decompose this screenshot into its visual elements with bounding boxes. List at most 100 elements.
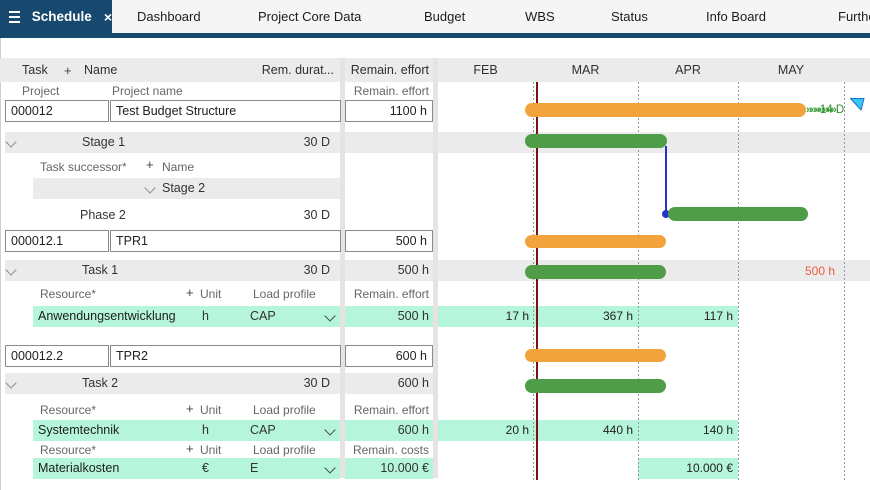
stage1-gantt-bar[interactable] xyxy=(525,134,667,148)
resource2-header-remain: Remain. effort xyxy=(353,403,429,417)
dependency-link-line xyxy=(665,146,667,212)
dependency-link-dot xyxy=(662,210,670,218)
tpr2-effort-input[interactable] xyxy=(345,345,433,367)
resource3-header-remain: Remain. costs xyxy=(352,443,429,457)
phase2-gantt-bar[interactable] xyxy=(668,207,808,221)
deadline-milestone-icon[interactable] xyxy=(850,98,865,111)
add-task-button[interactable]: + xyxy=(64,63,72,78)
month-gridline-mar xyxy=(533,82,534,480)
slack-label: -14 D xyxy=(816,104,845,116)
resource3-header-load-profile: Load profile xyxy=(253,443,316,457)
tab-budget[interactable]: Budget xyxy=(424,9,466,24)
task2-duration: 30 D xyxy=(303,376,330,390)
tpr1-id-input[interactable] xyxy=(5,230,109,252)
month-label-apr: APR xyxy=(675,63,701,77)
project-name-input[interactable] xyxy=(110,100,341,122)
task2-name[interactable]: Task 2 xyxy=(82,376,119,390)
resource1-apr-value: 117 h xyxy=(703,309,733,323)
resource1-header-remain: Remain. effort xyxy=(353,287,429,301)
slack-arrows-icon: »»»»»»» xyxy=(806,104,837,116)
column-separator xyxy=(340,58,345,478)
subheader-project: Project xyxy=(22,84,60,98)
resource3-load-profile[interactable]: E xyxy=(250,461,259,475)
tab-status[interactable]: Status xyxy=(611,9,648,24)
col-header-remain-effort[interactable]: Remain. effort xyxy=(350,63,429,77)
tab-info-board[interactable]: Info Board xyxy=(706,9,766,24)
project-id-input[interactable] xyxy=(5,100,109,122)
active-tab-underline xyxy=(0,33,870,38)
resource2-header-label: Resource* xyxy=(40,403,97,417)
tab-wbs[interactable]: WBS xyxy=(525,9,555,24)
month-label-feb: FEB xyxy=(473,63,498,77)
task1-gantt-bar[interactable] xyxy=(525,265,666,279)
resource3-name[interactable]: Materialkosten xyxy=(38,461,120,475)
stage1-duration: 30 D xyxy=(303,135,330,149)
month-gridline-jun xyxy=(844,82,845,480)
task1-duration: 30 D xyxy=(303,263,330,277)
panel-separator xyxy=(433,58,438,478)
resource2-name[interactable]: Systemtechnik xyxy=(38,423,120,437)
resource3-apr-value: 10.000 € xyxy=(686,461,733,475)
resource3-costs: 10.000 € xyxy=(380,461,429,475)
subheader-project-name: Project name xyxy=(112,84,183,98)
add-resource1-button[interactable]: + xyxy=(186,285,194,300)
tpr1-effort-input[interactable] xyxy=(345,230,433,252)
project-gantt-bar[interactable] xyxy=(525,103,806,117)
subheader-remain-effort: Remain. effort xyxy=(353,84,429,98)
stage1-row-bg xyxy=(5,132,340,153)
add-resource3-button[interactable]: + xyxy=(186,441,194,456)
project-effort-input[interactable] xyxy=(345,100,433,122)
tab-schedule[interactable]: Schedule × xyxy=(0,0,112,33)
add-resource2-button[interactable]: + xyxy=(186,401,194,416)
resource2-header-unit: Unit xyxy=(200,403,222,417)
tab-dashboard[interactable]: Dashboard xyxy=(137,9,201,24)
tab-bar xyxy=(0,0,870,33)
task2-effort-bg xyxy=(345,373,433,394)
close-tab-icon[interactable]: × xyxy=(103,8,112,25)
tpr1-gantt-bar[interactable] xyxy=(525,235,666,248)
resource3-row-bg xyxy=(33,458,340,479)
resource1-header-unit: Unit xyxy=(200,287,222,301)
resource1-unit: h xyxy=(202,309,209,323)
stage2-row-bg xyxy=(33,178,340,199)
stage1-name[interactable]: Stage 1 xyxy=(82,135,126,149)
phase2-name[interactable]: Phase 2 xyxy=(80,208,126,222)
task2-effort: 600 h xyxy=(397,376,429,390)
tab-project-core-data[interactable]: Project Core Data xyxy=(258,9,362,24)
resource1-load-profile[interactable]: CAP xyxy=(250,309,276,323)
resource3-header-label: Resource* xyxy=(40,443,97,457)
resource2-apr-value: 140 h xyxy=(702,423,733,437)
tpr1-name-input[interactable] xyxy=(110,230,341,252)
task1-name[interactable]: Task 1 xyxy=(82,263,119,277)
resource2-mar-value: 440 h xyxy=(602,423,633,437)
resource1-gantt-bg xyxy=(438,306,738,327)
month-label-mar: MAR xyxy=(571,63,600,77)
resource1-feb-value: 17 h xyxy=(505,309,529,323)
resource1-effort: 500 h xyxy=(397,309,429,323)
gantt-header-bg xyxy=(438,58,870,82)
left-edge-border xyxy=(0,38,1,490)
successor-stage2-name[interactable]: Stage 2 xyxy=(162,181,206,195)
header-effort-bg xyxy=(345,58,433,82)
tpr2-gantt-bar[interactable] xyxy=(525,349,666,362)
resource1-name[interactable]: Anwendungsentwicklung xyxy=(38,309,176,323)
today-line xyxy=(536,82,538,480)
month-gridline-apr xyxy=(638,82,639,480)
tab-further[interactable]: Furthe xyxy=(838,9,870,24)
successor-header-label: Task successor* xyxy=(40,160,127,174)
col-header-name[interactable]: Name xyxy=(84,63,118,77)
resource2-unit: h xyxy=(202,423,209,437)
col-header-task[interactable]: Task xyxy=(22,63,48,77)
task1-row-bg xyxy=(5,260,340,281)
task1-effort-bg xyxy=(345,260,433,281)
task2-gantt-bar[interactable] xyxy=(525,379,666,393)
month-label-may: MAY xyxy=(777,63,805,77)
add-successor-button[interactable]: + xyxy=(146,157,154,172)
resource1-row-bg xyxy=(33,306,340,327)
col-header-rem-duration[interactable]: Rem. durat... xyxy=(261,63,334,77)
resource2-load-profile[interactable]: CAP xyxy=(250,423,276,437)
tpr2-id-input[interactable] xyxy=(5,345,109,367)
tpr2-name-input[interactable] xyxy=(110,345,341,367)
menu-icon[interactable] xyxy=(9,10,20,13)
phase2-duration: 30 D xyxy=(303,208,330,222)
